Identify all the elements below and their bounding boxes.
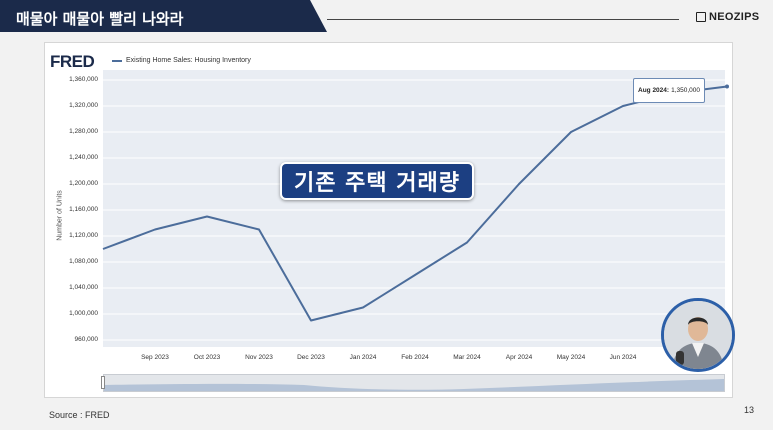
source-note: Source : FRED — [49, 410, 110, 420]
x-tick-label: Jun 2024 — [609, 354, 637, 361]
data-point[interactable] — [725, 84, 729, 89]
y-tick-label: 1,360,000 — [69, 76, 98, 83]
header-bar — [0, 0, 327, 32]
slide-title: 매물아 매물아 빨리 나와라 — [16, 10, 184, 28]
x-tick-label: May 2024 — [556, 354, 586, 361]
tooltip-value: 1,350,000 — [671, 87, 700, 94]
x-tick-label: Feb 2024 — [401, 354, 429, 361]
y-tick-label: 1,160,000 — [69, 206, 98, 213]
x-tick-label: Nov 2023 — [245, 354, 273, 361]
range-navigator[interactable] — [103, 374, 725, 392]
x-tick-label: Apr 2024 — [505, 354, 533, 361]
legend-label: Existing Home Sales: Housing Inventory — [126, 57, 251, 64]
y-tick-label: 1,320,000 — [69, 102, 98, 109]
y-tick-label: 1,000,000 — [69, 310, 98, 317]
x-tick-label: Jan 2024 — [349, 354, 377, 361]
y-tick-label: 1,040,000 — [69, 284, 98, 291]
y-tick-label: 1,280,000 — [69, 128, 98, 135]
legend-swatch — [112, 59, 122, 62]
brand-name: NEOZIPS — [709, 11, 760, 23]
chart-legend[interactable]: Existing Home Sales: Housing Inventory — [112, 57, 251, 64]
x-tick-label: Oct 2023 — [193, 354, 221, 361]
plot-area[interactable] — [103, 70, 725, 347]
fred-logo: FRED — [50, 52, 95, 71]
presenter-avatar — [661, 298, 735, 372]
y-tick-label: 1,120,000 — [69, 232, 98, 239]
x-tick-label: Dec 2023 — [297, 354, 325, 361]
header-divider — [327, 19, 679, 20]
navigator-handle[interactable] — [101, 376, 105, 389]
presenter-illustration — [664, 301, 732, 369]
y-tick-label: 1,080,000 — [69, 258, 98, 265]
overlay-title: 기존 주택 거래량 — [280, 162, 474, 200]
series-line[interactable] — [102, 85, 728, 322]
tooltip-date: Aug 2024: — [638, 87, 670, 94]
page-number: 13 — [744, 405, 755, 415]
x-tick-label: Sep 2023 — [141, 354, 169, 361]
y-tick-label: 1,200,000 — [69, 180, 98, 187]
y-tick-label: 960,000 — [74, 336, 99, 343]
x-tick-label: Mar 2024 — [453, 354, 481, 361]
home-icon — [696, 12, 706, 22]
navigator-sparkline — [104, 379, 724, 391]
brand-logo: NEOZIPS — [696, 11, 759, 23]
y-tick-label: 1,240,000 — [69, 154, 98, 161]
data-tooltip: Aug 2024: 1,350,000 — [633, 78, 705, 103]
